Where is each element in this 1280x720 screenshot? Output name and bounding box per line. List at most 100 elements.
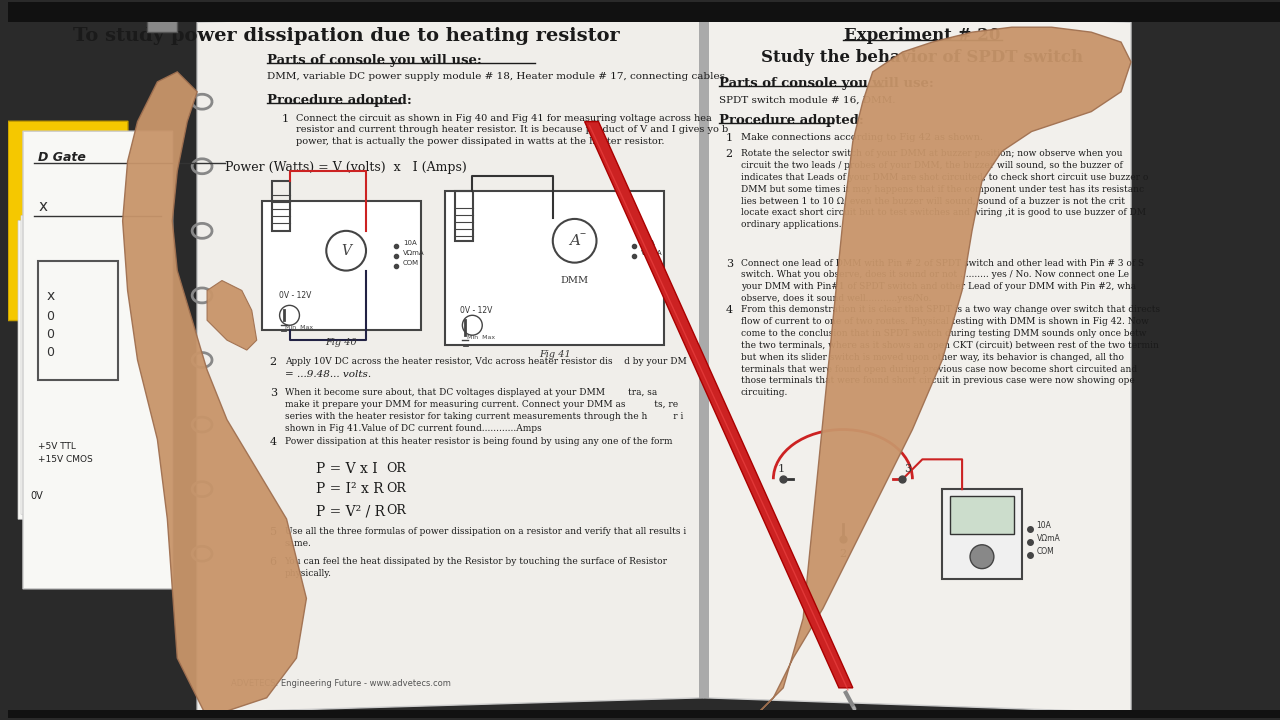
Text: Parts of console you will use:: Parts of console you will use: xyxy=(718,77,933,90)
Text: Connect one lead of DMM with Pin # 2 of SPDT switch and other lead with Pin # 3 : Connect one lead of DMM with Pin # 2 of … xyxy=(741,258,1143,303)
Text: Use all the three formulas of power dissipation on a resistor and verify that al: Use all the three formulas of power diss… xyxy=(284,527,686,536)
FancyBboxPatch shape xyxy=(27,206,166,504)
Text: 0V - 12V: 0V - 12V xyxy=(461,306,493,315)
Text: physically.: physically. xyxy=(284,569,332,577)
Circle shape xyxy=(970,545,993,569)
Text: 1: 1 xyxy=(778,464,785,474)
Bar xyxy=(147,2,177,32)
Text: 10A: 10A xyxy=(403,240,416,246)
Text: 6: 6 xyxy=(270,557,276,567)
Text: OR: OR xyxy=(385,504,406,517)
Text: same.: same. xyxy=(284,539,311,548)
Text: VΩmA: VΩmA xyxy=(403,250,425,256)
Text: Min  Max: Min Max xyxy=(467,336,495,340)
Polygon shape xyxy=(197,22,207,713)
Bar xyxy=(9,710,1280,718)
FancyBboxPatch shape xyxy=(29,201,170,500)
Text: VΩmA: VΩmA xyxy=(1037,534,1060,544)
Text: = ...9.48... volts.: = ...9.48... volts. xyxy=(284,370,371,379)
Text: 2: 2 xyxy=(270,357,276,367)
Text: x: x xyxy=(38,199,47,214)
Text: OR: OR xyxy=(385,482,406,495)
Text: Power dissipation at this heater resistor is being found by using any one of the: Power dissipation at this heater resisto… xyxy=(284,438,672,446)
Polygon shape xyxy=(754,27,1132,718)
Bar xyxy=(950,496,1014,534)
Text: 4: 4 xyxy=(270,438,276,448)
Text: P = V² / R: P = V² / R xyxy=(316,504,385,518)
Text: V: V xyxy=(342,243,351,258)
Text: 3: 3 xyxy=(905,464,911,474)
Text: Make connections according to Fig 42 as shown.: Make connections according to Fig 42 as … xyxy=(741,133,983,143)
Circle shape xyxy=(326,231,366,271)
Polygon shape xyxy=(197,7,704,713)
Text: Min  Max: Min Max xyxy=(284,325,312,330)
Text: Fig 41: Fig 41 xyxy=(539,350,571,359)
Text: Fig 40: Fig 40 xyxy=(325,338,357,347)
Text: 3: 3 xyxy=(270,388,276,398)
Text: shown in Fig 41.Value of DC current found............Amps: shown in Fig 41.Value of DC current foun… xyxy=(284,423,541,433)
FancyBboxPatch shape xyxy=(23,131,173,589)
Text: x: x xyxy=(46,289,54,303)
Text: --: -- xyxy=(580,228,586,238)
Text: D Gate: D Gate xyxy=(38,151,86,164)
Bar xyxy=(261,201,421,330)
Text: series with the heater resistor for taking current measurements through the h   : series with the heater resistor for taki… xyxy=(284,412,684,420)
Text: 4: 4 xyxy=(726,305,732,315)
Text: VΩmA: VΩmA xyxy=(641,250,663,256)
Text: OR: OR xyxy=(385,462,406,475)
Text: 2: 2 xyxy=(840,549,846,559)
Text: Rotate the selector switch of your DMM at buzzer position; now observe when you
: Rotate the selector switch of your DMM a… xyxy=(741,149,1148,229)
FancyBboxPatch shape xyxy=(8,121,128,320)
Bar xyxy=(38,261,118,380)
Text: ADVETECS: Engineering Future - www.advetecs.com: ADVETECS: Engineering Future - www.advet… xyxy=(232,679,451,688)
Text: P = I² x R: P = I² x R xyxy=(316,482,384,496)
Polygon shape xyxy=(207,281,257,350)
Polygon shape xyxy=(201,20,211,711)
Bar xyxy=(9,2,1280,22)
Text: A: A xyxy=(570,234,580,248)
Text: Procedure adopted:: Procedure adopted: xyxy=(718,114,864,127)
Text: You can feel the heat dissipated by the Resistor by touching the surface of Resi: You can feel the heat dissipated by the … xyxy=(284,557,668,566)
Polygon shape xyxy=(200,21,209,711)
Bar xyxy=(271,181,289,231)
Text: 10A: 10A xyxy=(1037,521,1051,531)
Polygon shape xyxy=(123,72,306,718)
Text: Study the behavior of SPDT switch: Study the behavior of SPDT switch xyxy=(762,49,1083,66)
Bar xyxy=(456,191,474,240)
Text: 0V: 0V xyxy=(31,491,44,501)
Text: 0V - 12V: 0V - 12V xyxy=(279,292,311,300)
Text: Power (Watts) = V (volts)  x   I (Amps): Power (Watts) = V (volts) x I (Amps) xyxy=(225,161,467,174)
Text: 5: 5 xyxy=(270,527,276,537)
Text: DMM, variable DC power supply module # 18, Heater module # 17, connecting cables: DMM, variable DC power supply module # 1… xyxy=(266,72,724,81)
Text: 1: 1 xyxy=(726,133,732,143)
Text: 10A: 10A xyxy=(641,240,655,246)
FancyBboxPatch shape xyxy=(20,216,161,514)
Polygon shape xyxy=(9,2,1280,718)
Bar xyxy=(942,489,1021,579)
FancyBboxPatch shape xyxy=(18,220,157,519)
Text: 0: 0 xyxy=(46,346,54,359)
Bar xyxy=(445,191,664,345)
Text: Procedure adopted:: Procedure adopted: xyxy=(266,94,412,107)
Text: Experiment # 20: Experiment # 20 xyxy=(845,27,1001,44)
Text: Connect the circuit as shown in Fig 40 and Fig 41 for measuring voltage across h: Connect the circuit as shown in Fig 40 a… xyxy=(297,114,728,146)
Text: +5V TTL: +5V TTL xyxy=(38,442,76,451)
Text: +15V CMOS: +15V CMOS xyxy=(38,455,93,464)
Text: 0: 0 xyxy=(46,328,54,341)
Polygon shape xyxy=(699,7,709,698)
Polygon shape xyxy=(585,122,852,688)
FancyBboxPatch shape xyxy=(24,211,164,509)
Text: COM: COM xyxy=(1037,547,1055,557)
Text: From this demonstration it is clear that SPDT is a two way change over switch th: From this demonstration it is clear that… xyxy=(741,305,1160,397)
Text: make it prepare your DMM for measuring current. Connect your DMM as          ts,: make it prepare your DMM for measuring c… xyxy=(284,400,677,409)
Text: 0: 0 xyxy=(46,310,54,323)
Text: To study power dissipation due to heating resistor: To study power dissipation due to heatin… xyxy=(73,27,620,45)
Circle shape xyxy=(553,219,596,263)
Text: When it become sure about, that DC voltages displayed at your DMM        tra, sa: When it become sure about, that DC volta… xyxy=(284,388,657,397)
Text: 3: 3 xyxy=(726,258,732,269)
Text: Parts of console you will use:: Parts of console you will use: xyxy=(266,54,481,67)
Text: COM: COM xyxy=(403,260,419,266)
Text: SPDT switch module # 16, DMM.: SPDT switch module # 16, DMM. xyxy=(718,96,895,104)
Text: DMM: DMM xyxy=(561,276,589,284)
Text: P = V x I: P = V x I xyxy=(316,462,378,477)
